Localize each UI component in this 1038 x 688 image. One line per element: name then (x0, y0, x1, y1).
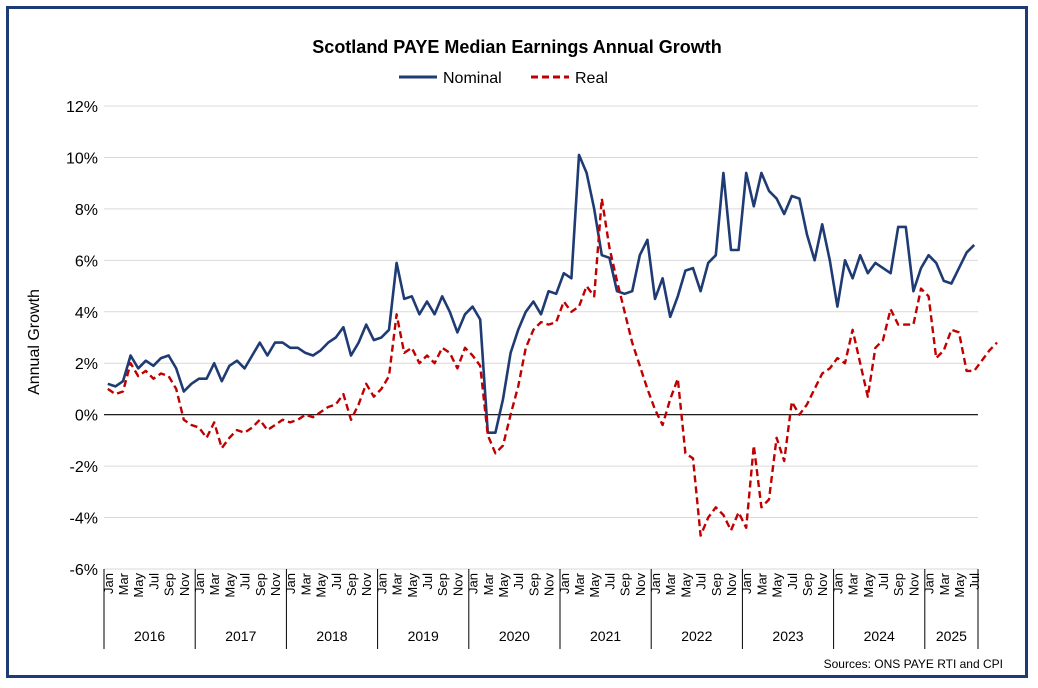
x-tick-label: Jan (192, 573, 207, 594)
chart-frame: Scotland PAYE Median Earnings Annual Gro… (6, 6, 1028, 678)
year-label: 2022 (681, 628, 712, 644)
x-tick-label: Nov (450, 573, 465, 597)
x-tick-label: Jul (511, 573, 526, 590)
x-tick-label: Nov (633, 573, 648, 597)
x-tick-label: May (496, 573, 511, 598)
legend-label-real: Real (575, 70, 608, 87)
y-axis-ticks: -6% -4% -2% 0% 2% 4% 6% 8% 10% 12% (66, 99, 98, 579)
x-tick-label: Jul (420, 573, 435, 590)
x-tick-label: Nov (906, 573, 921, 597)
x-tick-label: Mar (481, 572, 496, 595)
x-tick-label: Jul (602, 573, 617, 590)
x-tick-label: Mar (390, 572, 405, 595)
x-tick-label: Jan (374, 573, 389, 594)
year-label: 2021 (590, 628, 621, 644)
x-tick-label: May (770, 573, 785, 598)
legend: Nominal Real (399, 70, 608, 87)
x-tick-label: Jan (466, 573, 481, 594)
y-tick-label: 0% (75, 408, 98, 425)
x-tick-label: Mar (754, 572, 769, 595)
x-tick-label: Mar (572, 572, 587, 595)
x-tick-label: May (314, 573, 329, 598)
year-label: 2016 (134, 628, 165, 644)
year-label: 2023 (772, 628, 803, 644)
x-tick-label: Nov (815, 573, 830, 597)
y-tick-label: 12% (66, 99, 98, 116)
x-tick-label: Jul (329, 573, 344, 590)
x-tick-label: Jul (876, 573, 891, 590)
year-label: 2020 (499, 628, 530, 644)
year-label: 2019 (408, 628, 439, 644)
x-tick-label: Jan (922, 573, 937, 594)
x-tick-label: Jul (967, 573, 982, 590)
x-tick-label: Mar (846, 572, 861, 595)
x-tick-label: Jul (238, 573, 253, 590)
x-tick-label: Sep (709, 573, 724, 596)
x-tick-label: Sep (435, 573, 450, 596)
year-label: 2017 (225, 628, 256, 644)
y-axis-label: Annual Growth (26, 289, 43, 395)
x-tick-label: Jan (830, 573, 845, 594)
x-tick-label: Jan (739, 573, 754, 594)
x-tick-label: Jul (146, 573, 161, 590)
x-tick-label: Jul (694, 573, 709, 590)
x-tick-label: Nov (542, 573, 557, 597)
x-tick-label: Jan (101, 573, 116, 594)
source-note: Sources: ONS PAYE RTI and CPI (824, 657, 1003, 671)
year-label: 2025 (936, 628, 967, 644)
plot-area (107, 153, 998, 537)
y-tick-label: -2% (70, 459, 98, 476)
x-tick-label: May (952, 573, 967, 598)
x-tick-label: Mar (663, 572, 678, 595)
x-tick-label: Nov (724, 573, 739, 597)
x-tick-label: May (405, 573, 420, 598)
x-tick-label: Sep (253, 573, 268, 596)
x-tick-label: Nov (268, 573, 283, 597)
x-tick-label: Sep (618, 573, 633, 596)
x-tick-label: Nov (359, 573, 374, 597)
y-tick-label: 4% (75, 305, 98, 322)
x-tick-label: Sep (344, 573, 359, 596)
x-tick-label: Mar (116, 572, 131, 595)
x-tick-label: Mar (207, 572, 222, 595)
x-tick-label: Jan (557, 573, 572, 594)
year-label: 2018 (316, 628, 347, 644)
x-tick-label: Sep (526, 573, 541, 596)
series-line-nominal (107, 153, 976, 435)
y-tick-label: -6% (70, 562, 98, 579)
x-tick-label: Jul (785, 573, 800, 590)
x-tick-label: Jan (283, 573, 298, 594)
x-tick-label: Jan (648, 573, 663, 594)
y-tick-label: 8% (75, 202, 98, 219)
x-tick-label: May (587, 573, 602, 598)
x-tick-label: Nov (177, 573, 192, 597)
gridlines (104, 105, 978, 570)
y-tick-label: 6% (75, 253, 98, 270)
series-line-real (107, 197, 998, 537)
chart-canvas: Scotland PAYE Median Earnings Annual Gro… (26, 37, 1003, 671)
y-tick-label: 10% (66, 150, 98, 167)
x-tick-label: May (222, 573, 237, 598)
x-tick-label: Sep (162, 573, 177, 596)
y-tick-label: -4% (70, 511, 98, 528)
x-tick-label: Sep (891, 573, 906, 596)
x-tick-label: Mar (298, 572, 313, 595)
x-tick-label: May (861, 573, 876, 598)
x-tick-label: Sep (800, 573, 815, 596)
year-label: 2024 (864, 628, 895, 644)
y-tick-label: 2% (75, 356, 98, 373)
x-axis: Jan Mar May Jul Sep Nov Jan Mar May Jul Sep Nov Jan M… (101, 414, 982, 649)
legend-label-nominal: Nominal (443, 70, 502, 87)
x-tick-label: May (678, 573, 693, 598)
x-tick-label: Mar (937, 572, 952, 595)
x-tick-label: May (131, 573, 146, 598)
chart-title: Scotland PAYE Median Earnings Annual Gro… (312, 37, 721, 57)
